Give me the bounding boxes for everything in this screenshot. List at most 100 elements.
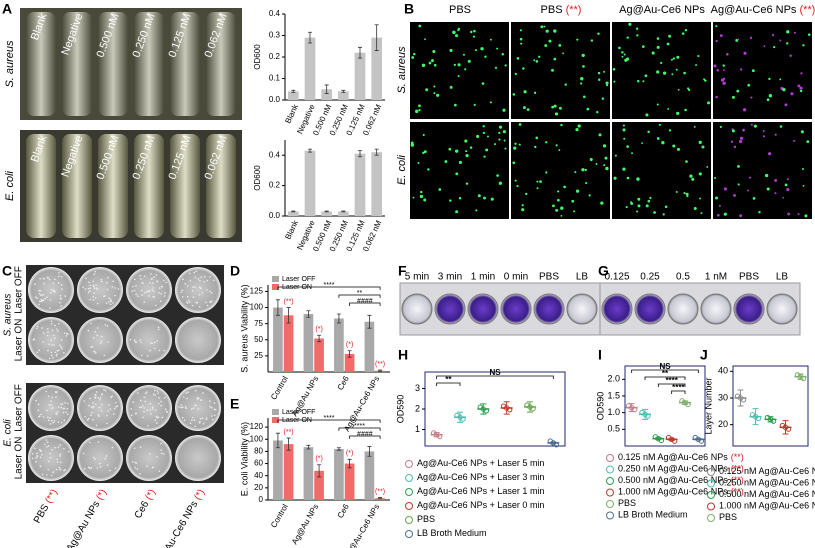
label: 0.250 nM Ag@Au-Ce6 NPs(**) — [618, 464, 744, 474]
colony — [151, 408, 154, 410]
colony — [211, 406, 213, 409]
colony — [32, 339, 35, 341]
x-tick-label: Ce6 — [336, 502, 351, 520]
sig-label: ** — [662, 369, 669, 378]
cell — [604, 156, 608, 160]
cell — [474, 49, 477, 52]
colony — [96, 287, 98, 289]
x-tick-label: Ag@Au NPs — [290, 503, 320, 546]
cell — [496, 47, 499, 50]
strain-label: E. coli — [3, 419, 14, 447]
colony — [139, 274, 141, 277]
tube — [206, 12, 236, 116]
tube — [98, 134, 128, 238]
colony — [62, 407, 65, 410]
colony — [63, 447, 65, 450]
colony — [82, 286, 84, 289]
colony — [191, 304, 194, 307]
cell — [577, 124, 581, 128]
colony — [189, 272, 191, 275]
colony — [112, 302, 114, 304]
bar — [354, 153, 366, 216]
label-text: Ag@Au-Ce6 NPs + Laser 3 min — [417, 472, 544, 482]
colony — [152, 290, 155, 293]
colony — [157, 392, 159, 395]
colony — [117, 288, 120, 290]
colony — [52, 357, 54, 359]
colony — [115, 401, 117, 404]
label-text: 0.500 nM Ag@Au-Ce6 NPs — [618, 475, 728, 485]
error-bar — [347, 458, 352, 469]
cell — [676, 147, 681, 151]
cell — [557, 198, 560, 202]
legend-swatch — [272, 409, 279, 415]
colony — [61, 421, 63, 424]
colony — [143, 411, 145, 413]
cell — [483, 196, 486, 200]
cell — [671, 73, 674, 76]
cell — [647, 130, 650, 134]
cell — [533, 59, 536, 62]
colony — [209, 400, 211, 402]
cell — [498, 181, 503, 185]
cell — [622, 167, 626, 171]
tube — [26, 12, 56, 116]
error-bar — [324, 210, 329, 213]
colony — [180, 404, 183, 406]
colony — [202, 392, 204, 394]
colony — [60, 305, 62, 307]
cell — [555, 144, 558, 147]
colony — [56, 458, 59, 461]
legend-marker — [606, 465, 614, 474]
colony — [55, 413, 58, 416]
legend-label: Laser OFF — [282, 409, 315, 416]
colony — [180, 406, 182, 409]
cell — [448, 147, 452, 151]
colony — [65, 411, 67, 413]
sig-label: **** — [324, 415, 335, 422]
bar — [334, 448, 344, 500]
colony — [53, 334, 55, 337]
cell — [723, 212, 727, 216]
plot-frame — [732, 365, 809, 447]
colony — [90, 414, 92, 416]
colony — [39, 300, 41, 303]
cell — [457, 28, 460, 32]
cell — [545, 141, 548, 144]
well — [401, 293, 433, 325]
colony — [92, 299, 95, 301]
colony — [52, 471, 55, 473]
colony — [64, 402, 66, 404]
colony — [213, 414, 216, 417]
colony — [149, 349, 151, 352]
colony — [163, 295, 166, 297]
label: PBS(**) — [541, 4, 582, 16]
cell — [753, 124, 757, 128]
cell — [467, 59, 471, 63]
colony — [89, 284, 91, 287]
colony — [210, 292, 213, 294]
cell — [512, 161, 516, 165]
well-label: 3 min — [438, 272, 462, 283]
colony — [188, 299, 190, 302]
colony — [60, 298, 62, 300]
cell — [649, 196, 652, 199]
colony — [64, 295, 67, 297]
colony — [93, 273, 96, 275]
cell — [799, 86, 803, 90]
colony — [139, 399, 142, 402]
panel-label: C — [2, 263, 12, 279]
cell — [449, 85, 453, 89]
colony — [94, 458, 96, 461]
well-label: LB — [576, 272, 589, 283]
colony — [201, 417, 204, 420]
colony — [115, 406, 117, 408]
dish — [77, 317, 123, 363]
point — [553, 442, 560, 448]
label-text: 0.500 nM Ag@Au-Ce6 NPs — [719, 489, 815, 499]
colony — [152, 287, 155, 289]
cell — [584, 168, 587, 171]
error-bar — [291, 210, 296, 213]
colony — [41, 453, 43, 456]
colony — [157, 326, 160, 329]
